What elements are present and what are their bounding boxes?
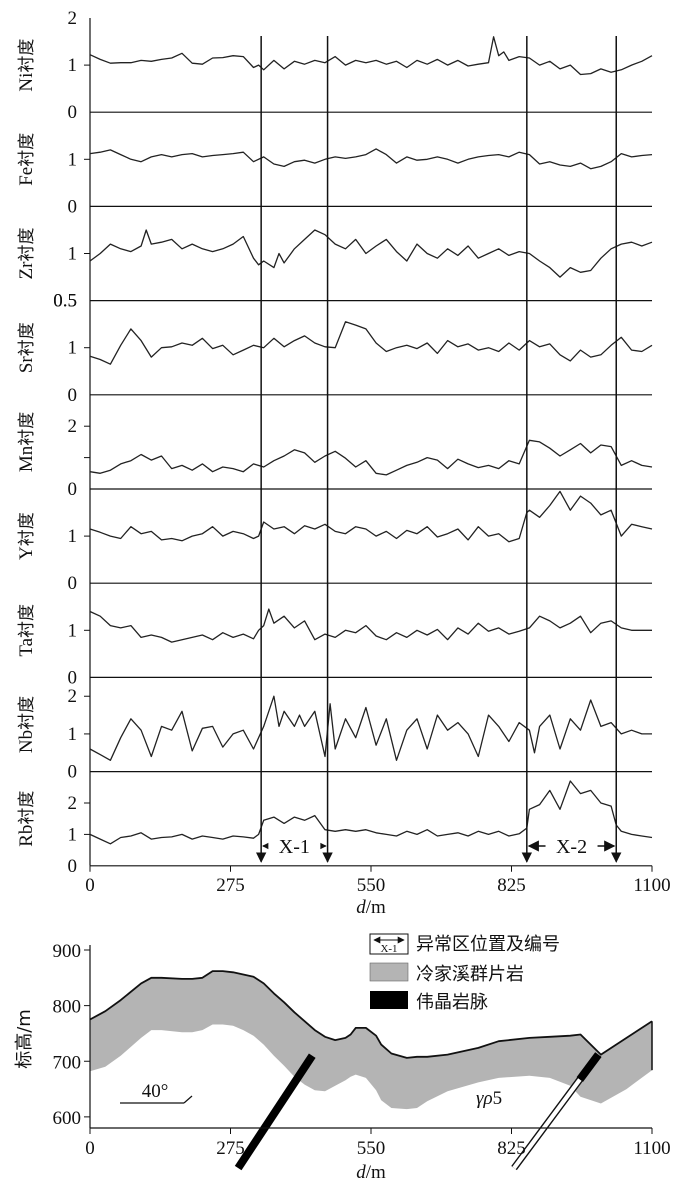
panel-ylabel-ta: Ta衬度 xyxy=(16,604,37,657)
x-tick-label: 275 xyxy=(216,875,245,896)
y-tick-label: 0.5 xyxy=(53,291,77,312)
series-line-sr xyxy=(89,321,653,365)
panel-ylabel-ni: Ni衬度 xyxy=(16,39,37,92)
y-tick-label: 1 xyxy=(68,824,78,845)
granite-label: γρ5 xyxy=(476,1088,502,1109)
x-tick-label: 1100 xyxy=(633,875,670,896)
section-x-tick-label: 0 xyxy=(85,1138,95,1159)
x-tick-label: 0 xyxy=(85,875,95,896)
anomaly-label-X-2: X-2 xyxy=(556,836,587,858)
legend-schist-swatch xyxy=(369,962,409,982)
y-tick-label: 1 xyxy=(68,149,78,170)
section-y-tick-label: 600 xyxy=(53,1108,82,1129)
series-line-ta xyxy=(89,608,652,643)
series-line-fe xyxy=(89,148,653,170)
series-line-y xyxy=(89,490,653,543)
anomaly-label-bg xyxy=(268,835,321,859)
panel-ylabel-nb: Nb衬度 xyxy=(16,696,37,753)
section-y-tick-label: 900 xyxy=(53,941,82,962)
series-line-zr xyxy=(89,229,653,278)
x-tick-label: 825 xyxy=(497,875,526,896)
anomaly-label-X-1: X-1 xyxy=(279,836,310,858)
pegmatite-dike xyxy=(576,1052,602,1082)
section-x-tick-label: 825 xyxy=(497,1138,526,1159)
panel-ylabel-fe: Fe衬度 xyxy=(16,133,37,186)
legend-anomaly-icon-text: X-1 xyxy=(380,943,397,955)
legend-dike-label: 伟晶岩脉 xyxy=(416,992,488,1013)
y-tick-label: 1 xyxy=(68,526,78,547)
section-y-axis-label: 标高/m xyxy=(14,1009,35,1069)
y-tick-label: 1 xyxy=(68,244,78,265)
anomaly-label-bg xyxy=(545,835,598,859)
section-y-tick-label: 800 xyxy=(53,997,82,1018)
schist-band xyxy=(90,971,652,1110)
y-tick-label: 0 xyxy=(68,762,78,783)
y-tick-label: 2 xyxy=(68,686,78,707)
y-tick-label: 1 xyxy=(68,620,78,641)
x-tick-label: 550 xyxy=(357,875,386,896)
y-tick-label: 1 xyxy=(68,55,78,76)
y-tick-label: 0 xyxy=(68,102,78,123)
dip-angle-label: 40° xyxy=(142,1081,169,1102)
y-tick-label: 0 xyxy=(68,196,78,217)
series-line-nb xyxy=(89,695,652,761)
y-tick-label: 0 xyxy=(68,479,78,500)
y-tick-label: 0.5 xyxy=(53,291,77,312)
series-line-ni xyxy=(89,36,653,76)
dip-tick xyxy=(183,1095,193,1104)
section-y-tick-label: 700 xyxy=(53,1052,82,1073)
section-x-tick-label: 1100 xyxy=(633,1138,670,1159)
section-x-tick-label: 550 xyxy=(357,1138,386,1159)
panel-ylabel-sr: Sr衬度 xyxy=(16,322,37,373)
series-line-rb xyxy=(89,780,653,845)
y-tick-label: 2 xyxy=(68,793,78,814)
legend-anomaly-label: 异常区位置及编号 xyxy=(416,934,560,955)
y-tick-label: 0 xyxy=(68,573,78,594)
y-tick-label: 0 xyxy=(68,385,78,406)
pegmatite-dike xyxy=(234,1053,316,1171)
geochem-profile-chart: 201Ni衬度01Fe衬度0.51Zr衬度0.501Sr衬度02Mn衬度01Y衬… xyxy=(16,8,671,918)
section-x-axis-label: d/m xyxy=(356,1162,386,1183)
section-x-tick-label: 275 xyxy=(216,1138,245,1159)
y-tick-label: 0 xyxy=(68,856,78,877)
panel-ylabel-zr: Zr衬度 xyxy=(16,228,37,280)
y-tick-label: 1 xyxy=(68,724,78,745)
panel-ylabel-y: Y衬度 xyxy=(16,512,37,560)
y-tick-label: 1 xyxy=(68,338,78,359)
legend-schist-label: 冷家溪群片岩 xyxy=(416,964,524,985)
y-tick-label: 0 xyxy=(68,667,78,688)
panel-ylabel-mn: Mn衬度 xyxy=(16,412,37,472)
y-tick-label: 2 xyxy=(68,8,78,29)
cross-section-chart: 600 700 800 900 0 275 550 825 1100 d/m 标高/m 40° γρ5 X… xyxy=(14,933,671,1183)
panel-ylabel-rb: Rb衬度 xyxy=(16,791,37,847)
y-tick-label: 2 xyxy=(68,416,78,437)
series-line-mn xyxy=(89,439,653,476)
ground-surface-line xyxy=(89,970,653,1059)
x-axis-label: d/m xyxy=(356,897,386,918)
legend-dike-swatch xyxy=(370,991,408,1009)
